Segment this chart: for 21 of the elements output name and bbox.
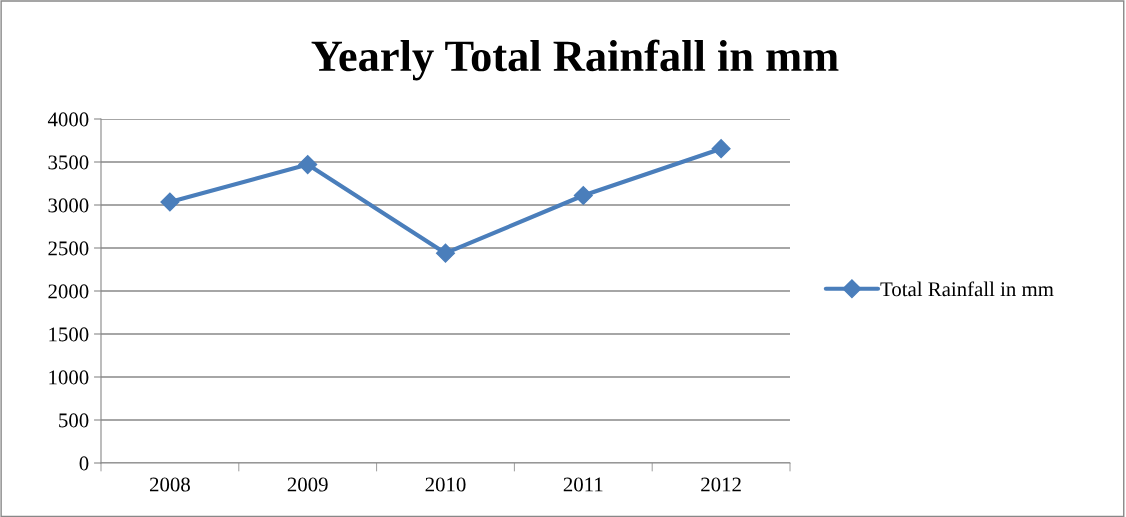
y-tick-label: 1500 (49, 327, 89, 342)
x-tick-label: 2010 (425, 477, 466, 492)
point (573, 186, 593, 206)
y-tick-label: 4000 (47, 112, 89, 127)
chart-title: Yearly Total Rainfall in mm (311, 39, 839, 81)
y-tick-label: 0 (79, 456, 89, 471)
y-tick-label: 1000 (49, 370, 89, 385)
x-tick-label: 2011 (563, 477, 603, 492)
point (711, 139, 731, 159)
x-tick-label: 2009 (287, 477, 328, 492)
point (160, 192, 180, 212)
x-tick-label: 2012 (701, 477, 741, 492)
x-tick-label: 2008 (149, 477, 190, 492)
y-tick-label: 3000 (48, 198, 89, 213)
y-tick-label: 500 (59, 413, 89, 428)
point (435, 243, 456, 263)
point (298, 155, 318, 175)
legend-label: Total Rainfall in mm (880, 281, 1054, 297)
y-tick-label: 3500 (48, 155, 89, 170)
y-tick-label: 2000 (48, 284, 89, 299)
y-tick-label: 2500 (48, 241, 89, 256)
